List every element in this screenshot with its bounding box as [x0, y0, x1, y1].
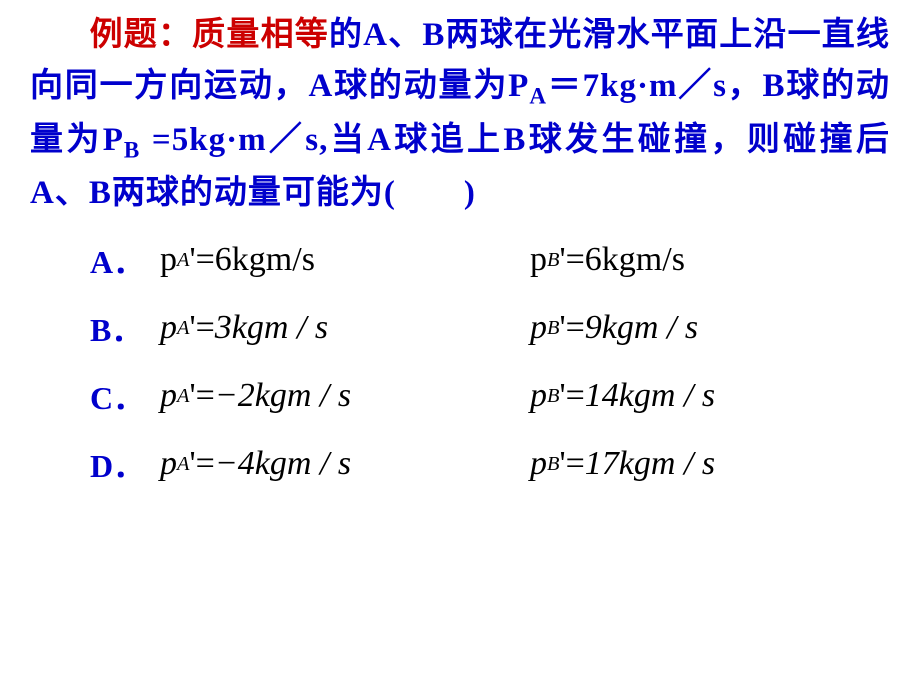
option-expression: pB'=17kgm / s: [530, 445, 870, 483]
option-label: B．: [90, 305, 160, 351]
option-row: A．pA'= 6kgm/spB'= 6kgm/s: [90, 237, 890, 283]
option-label: C．: [90, 373, 160, 419]
slide: 例题：质量相等的A、B两球在光滑水平面上沿一直线向同一方向运动，A球的动量为PA…: [0, 0, 920, 690]
options-list: A．pA'= 6kgm/spB'= 6kgm/sB．pA'= 3kgm / sp…: [30, 237, 890, 487]
option-expression: pB'=14kgm / s: [530, 377, 870, 415]
option-expression: pA'= −4kgm / s: [160, 445, 530, 483]
option-expression: pB'= 6kgm/s: [530, 241, 870, 279]
option-row: C．pA'= −2kgm / spB'=14kgm / s: [90, 373, 890, 419]
option-expression: pB'= 9kgm / s: [530, 309, 870, 347]
question-body3: =5kg·m／s,当A球追上B球发生碰撞，则碰撞后A、B两球的动量可能为( ): [30, 122, 890, 211]
option-expression: pA'= 3kgm / s: [160, 309, 530, 347]
question-text: 例题：质量相等的A、B两球在光滑水平面上沿一直线向同一方向运动，A球的动量为PA…: [30, 10, 890, 219]
option-label: A．: [90, 237, 160, 283]
question-subA: A: [529, 83, 547, 109]
option-row: B．pA'= 3kgm / spB'= 9kgm / s: [90, 305, 890, 351]
question-subB: B: [124, 136, 140, 162]
option-row: D．pA'= −4kgm / spB'=17kgm / s: [90, 441, 890, 487]
question-highlight: 例题：质量相等: [89, 17, 329, 53]
option-label: D．: [90, 441, 160, 487]
option-expression: pA'= 6kgm/s: [160, 241, 530, 279]
option-expression: pA'= −2kgm / s: [160, 377, 530, 415]
